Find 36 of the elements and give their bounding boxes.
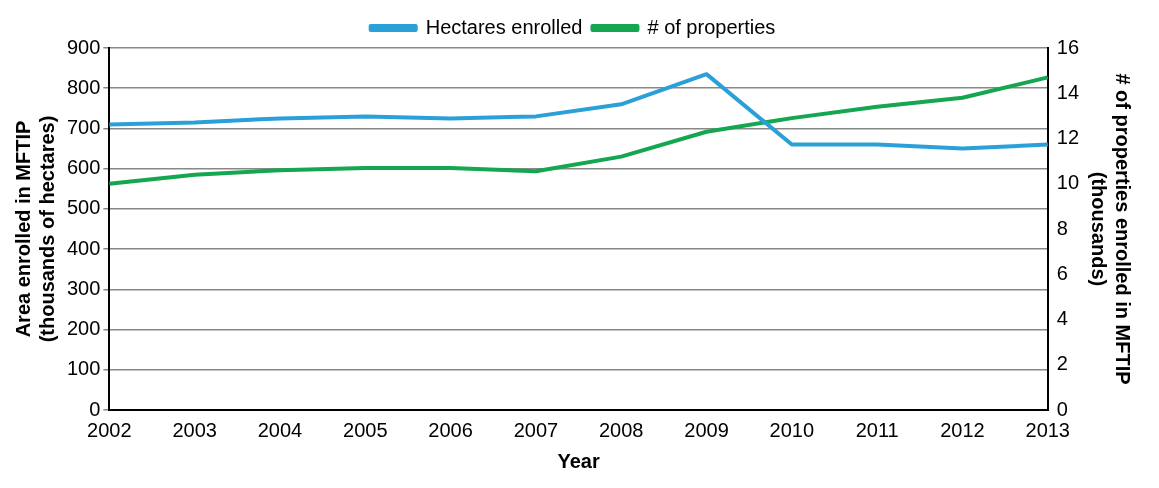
y-tick-label: 900 bbox=[66, 35, 101, 58]
y2-axis-title: # of properties enrolled in MFTIP (thousands) bbox=[1088, 73, 1135, 385]
y-tick-label: 0 bbox=[89, 397, 101, 420]
y2-tick-label: 14 bbox=[1056, 80, 1079, 103]
y-tick-label: 200 bbox=[66, 317, 101, 340]
y-axis-title: Area enrolled in MFTIP (thousands of hectares) bbox=[11, 115, 58, 343]
x-tick-label: 2009 bbox=[684, 418, 729, 441]
y2-tick-label: 0 bbox=[1056, 397, 1068, 420]
x-tick-label: 2010 bbox=[769, 418, 815, 441]
y2-tick-label: 8 bbox=[1056, 216, 1068, 239]
x-tick-label: 2008 bbox=[598, 418, 644, 441]
x-tick-label: 2007 bbox=[513, 418, 559, 441]
y2-tick-label: 16 bbox=[1056, 35, 1079, 58]
y2-tick-label: 10 bbox=[1056, 171, 1079, 194]
legend-label: Hectares enrolled bbox=[425, 15, 583, 38]
y-tick-label: 600 bbox=[66, 156, 101, 179]
y-tick-label: 300 bbox=[66, 276, 101, 299]
x-tick-label: 2006 bbox=[428, 418, 473, 441]
legend-label: # of properties bbox=[647, 15, 776, 38]
x-tick-label: 2011 bbox=[855, 418, 899, 441]
y2-tick-label: 6 bbox=[1056, 261, 1068, 284]
y-tick-label: 100 bbox=[66, 357, 101, 380]
x-tick-label: 2005 bbox=[343, 418, 388, 441]
x-tick-label: 2002 bbox=[87, 418, 132, 441]
x-tick-label: 2003 bbox=[172, 418, 217, 441]
x-tick-label: 2004 bbox=[257, 418, 303, 441]
x-axis-title: Year bbox=[557, 449, 600, 472]
y-tick-label: 400 bbox=[66, 236, 101, 259]
x-tick-label: 2013 bbox=[1025, 418, 1070, 441]
y2-tick-label: 4 bbox=[1056, 307, 1068, 330]
y2-tick-label: 12 bbox=[1056, 126, 1079, 149]
y-tick-label: 500 bbox=[66, 196, 101, 219]
y2-tick-label: 2 bbox=[1056, 352, 1068, 375]
y-tick-label: 700 bbox=[66, 115, 101, 138]
x-tick-label: 2012 bbox=[940, 418, 985, 441]
y-tick-label: 800 bbox=[66, 75, 101, 98]
